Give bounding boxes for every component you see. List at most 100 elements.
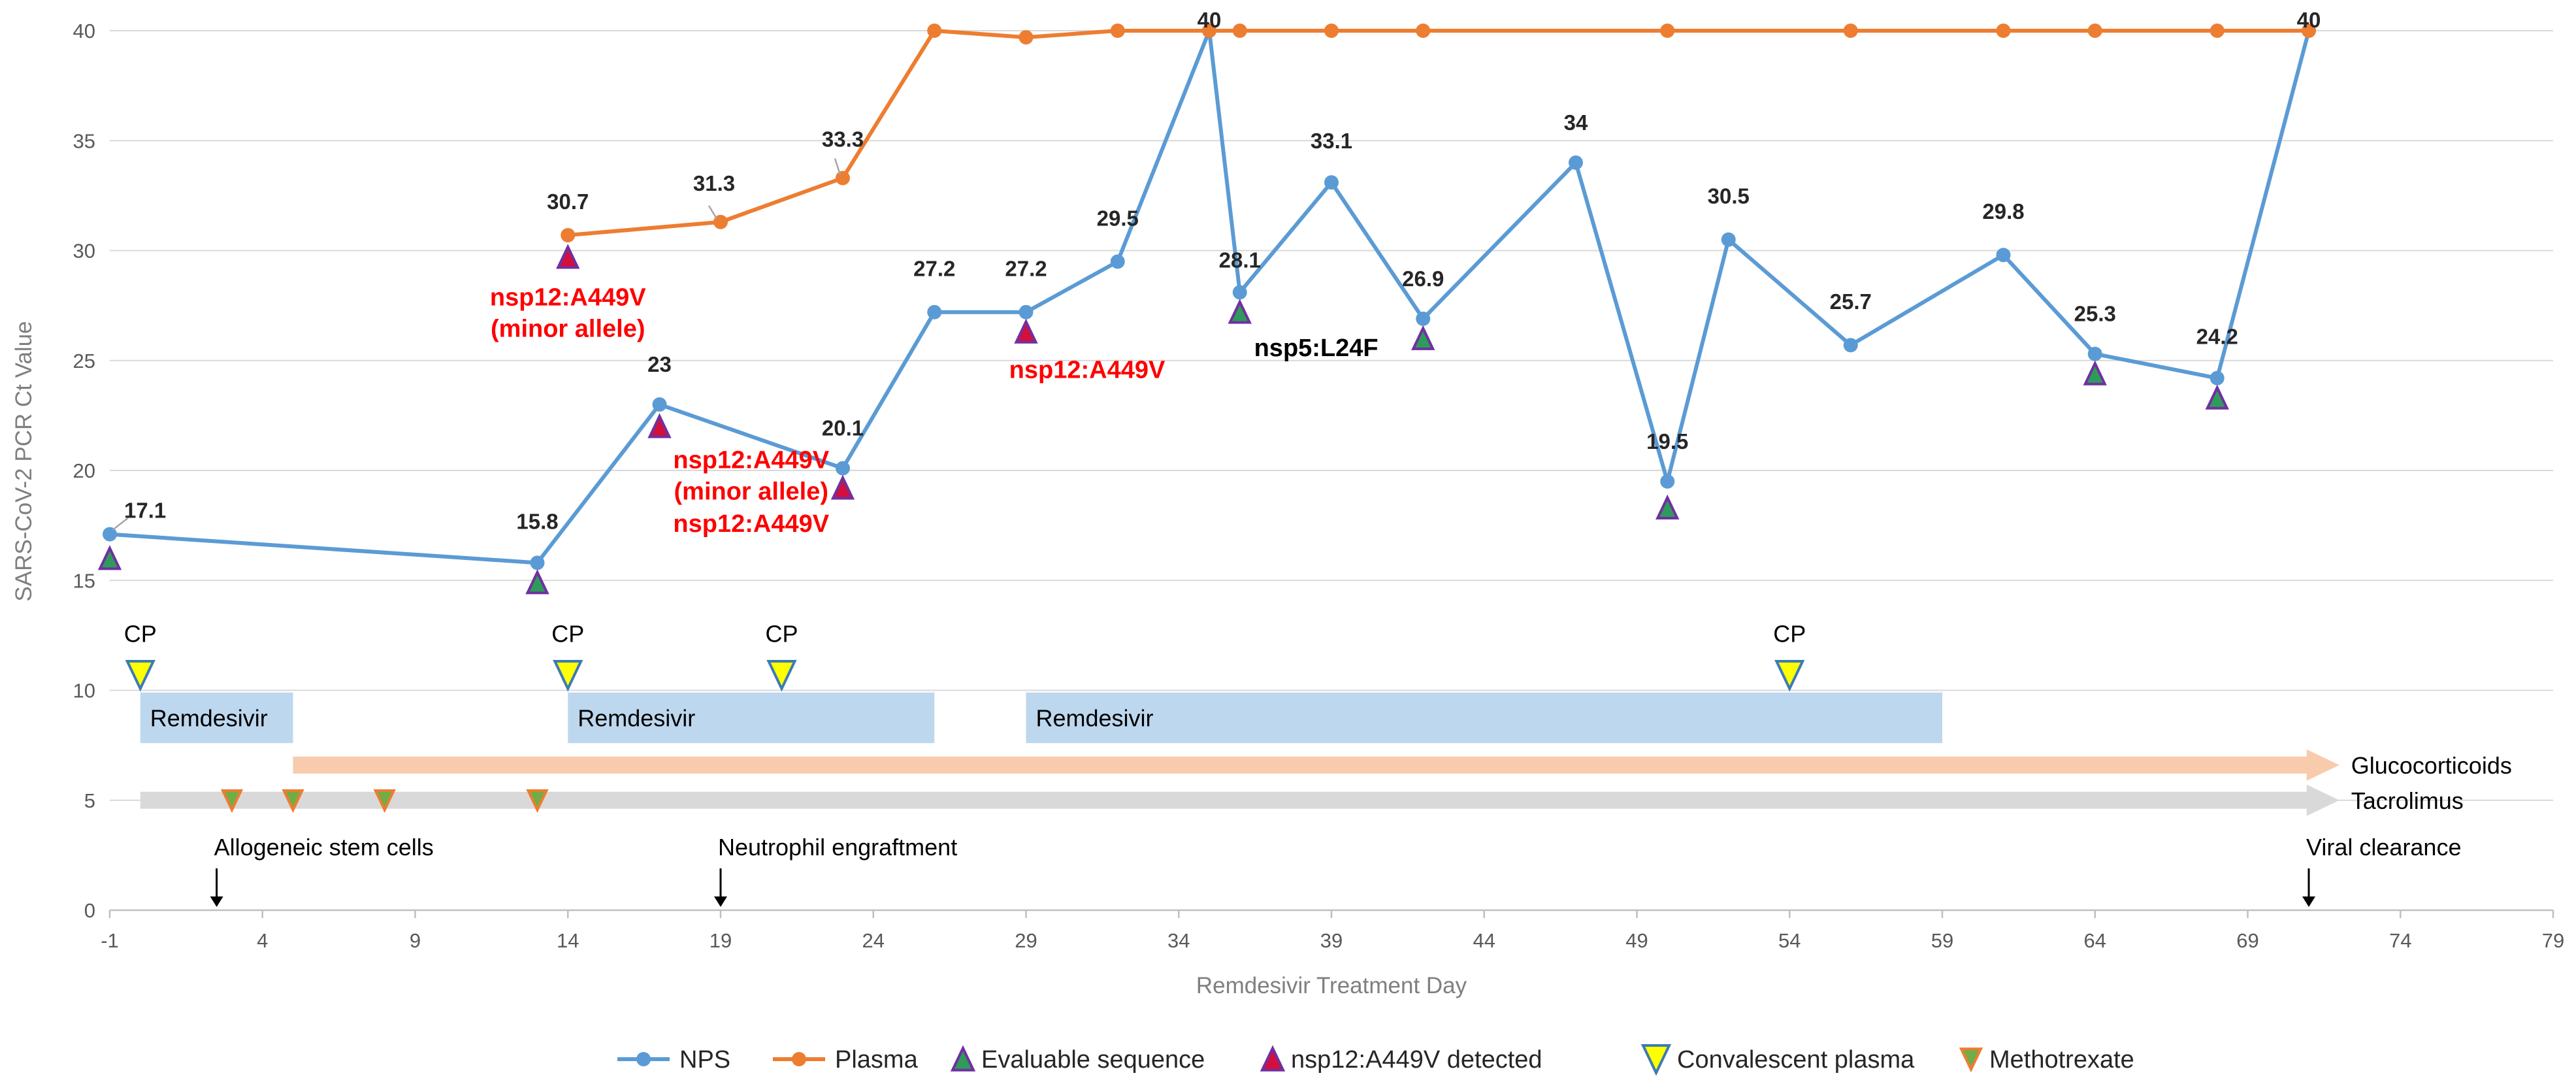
treatment-bars: Remdesivir Remdesivir Remdesivir Glucocorti…: [140, 692, 2512, 907]
cp-label: CP: [765, 620, 798, 647]
y-tick-label: 20: [73, 459, 95, 482]
x-axis-title: Remdesivir Treatment Day: [1196, 973, 1467, 998]
nps-data-label: 29.5: [1097, 206, 1139, 230]
nps-point: [927, 304, 942, 320]
x-tick-label: 34: [1167, 929, 1190, 952]
nps-point: [103, 527, 117, 542]
plasma-point: [1660, 24, 1675, 38]
series-lines: [103, 24, 2316, 570]
nps-data-label: 25.7: [1830, 289, 1872, 314]
legend-label: Methotrexate: [1989, 1046, 2134, 1074]
x-tick-label: 74: [2389, 929, 2411, 952]
convalescent-plasma-marker: [766, 659, 797, 692]
legend-label: Evaluable sequence: [981, 1046, 1205, 1074]
x-tick-label: 44: [1473, 929, 1495, 952]
remdesivir-bar: [140, 692, 293, 744]
y-tick-label: 0: [84, 899, 95, 922]
methotrexate-marker: [282, 789, 304, 813]
legend-label: nsp12:A449V detected: [1291, 1046, 1542, 1074]
nps-point: [2087, 346, 2102, 361]
event-label: Viral clearance: [2306, 834, 2461, 861]
plasma-point: [927, 24, 942, 38]
x-tick-label: 39: [1320, 929, 1343, 952]
methotrexate-marker: [373, 789, 396, 813]
nsp12-detected-marker: [556, 244, 580, 269]
x-tick-label: 9: [410, 929, 421, 952]
convalescent-plasma-marker: [125, 659, 155, 692]
nps-point: [836, 461, 850, 476]
plasma-line: [567, 29, 2309, 237]
y-tick-label: 35: [73, 129, 95, 152]
event-label: Neutrophil engraftment: [718, 834, 957, 861]
mutation-label: (minor allele): [674, 478, 829, 506]
nps-point: [1569, 155, 1583, 170]
nps-point: [652, 397, 667, 412]
nps-data-label: 30.5: [1708, 184, 1750, 208]
nps-data-label: 23: [647, 352, 672, 376]
remdesivir-bar: [1026, 692, 1942, 744]
x-tick-label: 49: [1625, 929, 1648, 952]
nps-point: [1232, 285, 1247, 300]
nps-data-label: 27.2: [913, 257, 955, 281]
x-tick-label: 64: [2084, 929, 2106, 952]
evaluable-sequence-marker: [525, 569, 549, 595]
convalescent-plasma-marker: [1774, 659, 1805, 692]
y-tick-label: 5: [84, 789, 95, 812]
x-tick-label: 69: [2236, 929, 2258, 952]
nps-point: [1019, 304, 1034, 320]
x-tick-label: 19: [709, 929, 732, 952]
tacrolimus-label: Tacrolimus: [2351, 787, 2464, 814]
evaluable-sequence-marker: [1228, 299, 1252, 324]
event-label: Allogeneic stem cells: [214, 834, 434, 861]
evaluable-sequence-marker: [1411, 325, 1435, 350]
plasma-point: [2087, 24, 2102, 38]
nsp12-detected-marker: [647, 413, 672, 438]
plasma-point: [561, 227, 576, 242]
plasma-point: [1019, 30, 1034, 45]
legend: NPS Plasma Evaluable sequence nsp12:A449V d…: [617, 1044, 2134, 1076]
cp-label: CP: [124, 620, 157, 647]
nps-data-label: 24.2: [2196, 325, 2238, 349]
x-tick-label: -1: [101, 929, 119, 952]
nps-point: [1843, 338, 1858, 353]
cp-label: CP: [1773, 620, 1806, 647]
nps-line: [109, 29, 2311, 565]
nps-data-label: 40: [1198, 8, 1222, 32]
y-axis-title: SARS-CoV-2 PCR Ct Value: [11, 321, 37, 601]
methotrexate-marker: [526, 789, 549, 813]
plasma-point: [1416, 24, 1431, 38]
event-arrow-head: [714, 896, 727, 907]
plasma-point: [2209, 24, 2225, 38]
plasma-point: [836, 171, 850, 186]
gridlines: [110, 30, 2553, 801]
legend-cp-marker: [1640, 1044, 1672, 1076]
nps-data-label: 15.8: [516, 509, 558, 533]
evaluable-sequence-marker: [2205, 384, 2229, 410]
glucocorticoids-arrow: [293, 749, 2340, 781]
nps-point: [1110, 254, 1125, 269]
nps-data-label: 34: [1564, 110, 1588, 135]
legend-plasma-point: [792, 1052, 806, 1066]
nps-point: [1324, 175, 1339, 190]
nps-data-label: 19.5: [1646, 429, 1688, 453]
evaluable-sequence-marker: [1655, 494, 1680, 519]
glucocorticoids-label: Glucocorticoids: [2351, 752, 2512, 779]
y-tick-label: 25: [73, 350, 95, 372]
nps-point: [530, 555, 545, 570]
evaluable-sequence-marker: [2083, 360, 2107, 386]
leader-line: [112, 517, 129, 531]
plasma-data-label: 30.7: [547, 189, 589, 214]
y-tick-label: 30: [73, 240, 95, 263]
y-tick-label: 40: [73, 20, 95, 42]
nps-data-label: 40: [2297, 8, 2321, 32]
nps-data-label: 17.1: [124, 499, 166, 523]
plasma-point: [1843, 24, 1858, 38]
leader-line: [834, 158, 841, 175]
mutation-label: nsp12:A449V: [673, 510, 829, 538]
plasma-point: [1996, 24, 2011, 38]
nps-point: [1660, 474, 1675, 489]
labels: CP CP CP CP Allogeneic stem cells Neutrophil …: [112, 8, 2461, 861]
event-arrow-head: [2302, 896, 2315, 907]
x-tick-label: 4: [257, 929, 268, 952]
